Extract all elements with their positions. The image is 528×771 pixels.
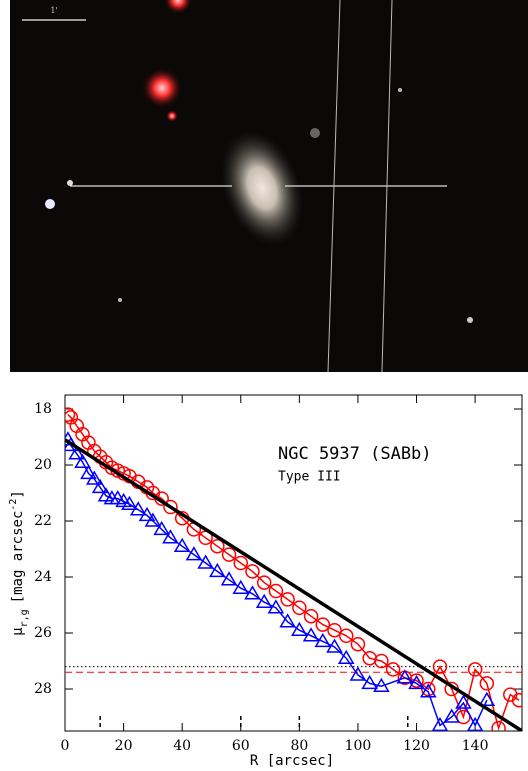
data-point xyxy=(209,562,226,578)
y-label-part: -2 xyxy=(8,499,19,511)
fit-line xyxy=(65,438,522,731)
data-point xyxy=(326,638,343,653)
data-point xyxy=(267,599,285,614)
data-point xyxy=(279,613,296,628)
data-point xyxy=(138,506,156,522)
x-tick-label: 140 xyxy=(462,738,489,754)
data-point xyxy=(479,676,495,691)
y-tick-label: 22 xyxy=(34,513,52,529)
x-tick-label: 80 xyxy=(290,738,308,754)
data-point xyxy=(233,555,249,571)
data-point xyxy=(68,445,86,460)
y-axis-label: μr,g [mag arcsec-2] xyxy=(8,490,30,636)
y-tick-label: 24 xyxy=(34,569,52,585)
x-tick-label: 40 xyxy=(173,738,191,754)
data-point xyxy=(466,716,484,731)
y-tick-label: 26 xyxy=(34,625,52,641)
data-point xyxy=(303,608,319,624)
x-tick-label: 20 xyxy=(115,738,133,754)
data-point xyxy=(244,585,261,600)
y-label-part: ] xyxy=(10,490,26,498)
data-point xyxy=(419,683,437,698)
data-point xyxy=(491,720,506,731)
x-tick-label: 0 xyxy=(61,738,70,754)
data-point xyxy=(432,659,448,674)
data-point xyxy=(374,653,389,669)
data-point xyxy=(221,547,237,562)
data-point xyxy=(361,674,378,690)
data-point xyxy=(163,499,178,515)
x-tick-label: 120 xyxy=(403,738,430,754)
data-point xyxy=(511,692,522,708)
data-point xyxy=(385,662,401,677)
data-point xyxy=(210,538,225,554)
plot-area xyxy=(65,407,522,731)
data-point xyxy=(85,470,103,485)
data-point xyxy=(455,694,472,709)
data-point xyxy=(232,579,250,594)
y-label-part: r,g xyxy=(19,609,30,627)
data-point xyxy=(302,627,320,642)
y-label-part: μ xyxy=(10,627,26,636)
data-point xyxy=(292,600,307,616)
data-point xyxy=(291,621,308,636)
data-point xyxy=(245,564,260,579)
data-point xyxy=(173,537,191,552)
data-point xyxy=(338,628,354,644)
data-point xyxy=(443,708,460,723)
data-point xyxy=(396,669,414,684)
data-point xyxy=(315,617,331,632)
data-point xyxy=(431,716,449,731)
data-point xyxy=(153,520,170,536)
data-point xyxy=(268,583,284,599)
data-point xyxy=(408,674,425,690)
data-point xyxy=(314,632,332,648)
data-point xyxy=(129,501,147,516)
x-tick-label: 100 xyxy=(345,738,372,754)
series-line xyxy=(67,439,488,728)
data-point xyxy=(197,554,214,569)
data-point xyxy=(74,453,91,468)
data-point xyxy=(280,592,295,607)
chart-subtitle: Type III xyxy=(278,470,341,485)
sky-image: 1' xyxy=(10,0,528,373)
data-point xyxy=(337,649,355,664)
data-point xyxy=(144,512,162,527)
data-point xyxy=(255,593,273,608)
data-point xyxy=(91,478,109,494)
data-point xyxy=(350,636,366,652)
data-point xyxy=(162,529,179,544)
y-tick-label: 18 xyxy=(34,401,52,417)
plot-frame xyxy=(64,394,523,732)
x-tick-label: 60 xyxy=(232,738,250,754)
data-point xyxy=(256,575,272,590)
data-point xyxy=(80,464,97,480)
data-point xyxy=(65,407,76,422)
data-point xyxy=(373,677,390,692)
data-point xyxy=(327,622,342,638)
y-label-part: [mag arcsec xyxy=(10,511,26,604)
data-point xyxy=(220,571,238,586)
series-line xyxy=(67,414,520,731)
y-tick-label: 28 xyxy=(34,681,52,697)
y-tick-label: 20 xyxy=(34,457,52,473)
x-axis-label: R [arcsec] xyxy=(250,753,334,769)
scale-label: 1' xyxy=(50,6,57,15)
data-point xyxy=(467,662,483,677)
chart-title: NGC 5937 (SABb) xyxy=(278,444,432,464)
data-point xyxy=(121,495,138,510)
data-point xyxy=(185,546,203,561)
data-point xyxy=(349,666,367,681)
data-point xyxy=(478,691,496,706)
